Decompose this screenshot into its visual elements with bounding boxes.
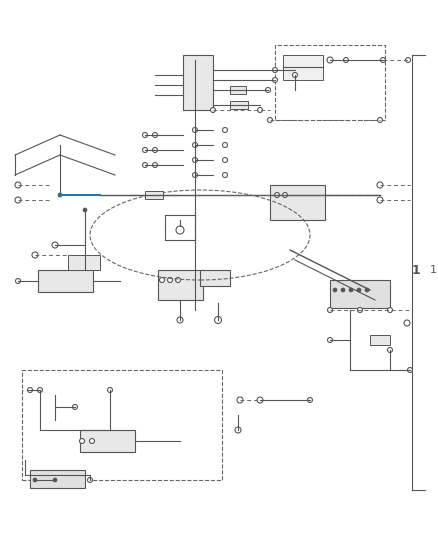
Text: 1: 1: [430, 265, 437, 275]
Circle shape: [192, 157, 198, 163]
Circle shape: [167, 278, 173, 282]
Circle shape: [192, 127, 198, 133]
Circle shape: [88, 478, 92, 482]
Circle shape: [328, 308, 332, 312]
Circle shape: [53, 478, 57, 482]
Bar: [330, 280, 390, 308]
Text: 1: 1: [412, 263, 420, 277]
Circle shape: [341, 288, 345, 292]
Circle shape: [32, 252, 38, 258]
Bar: [230, 86, 246, 94]
Bar: [270, 185, 325, 220]
Circle shape: [381, 58, 385, 62]
Circle shape: [152, 148, 158, 152]
Circle shape: [192, 142, 198, 148]
Circle shape: [407, 367, 413, 373]
Circle shape: [176, 278, 180, 282]
Bar: [200, 270, 230, 286]
Circle shape: [365, 288, 369, 292]
Circle shape: [378, 117, 382, 123]
Circle shape: [275, 192, 279, 198]
Circle shape: [343, 58, 349, 62]
Circle shape: [152, 163, 158, 167]
Circle shape: [272, 68, 278, 72]
Circle shape: [235, 427, 241, 433]
Bar: [68, 255, 100, 270]
Circle shape: [15, 182, 21, 188]
Circle shape: [265, 87, 271, 93]
Circle shape: [223, 157, 227, 163]
Circle shape: [333, 288, 337, 292]
Circle shape: [107, 387, 113, 392]
Bar: [283, 55, 323, 80]
Bar: [370, 335, 390, 345]
Circle shape: [404, 320, 410, 326]
Circle shape: [223, 127, 227, 133]
Bar: [38, 270, 93, 292]
Circle shape: [15, 279, 21, 284]
Circle shape: [237, 397, 243, 403]
Circle shape: [176, 226, 184, 234]
Circle shape: [89, 439, 95, 443]
Circle shape: [192, 173, 198, 177]
Bar: [158, 270, 203, 300]
Circle shape: [152, 133, 158, 138]
Circle shape: [357, 288, 361, 292]
Circle shape: [52, 242, 58, 248]
Circle shape: [377, 182, 383, 188]
Circle shape: [142, 133, 148, 138]
Circle shape: [283, 192, 287, 198]
Circle shape: [327, 57, 333, 63]
Circle shape: [406, 58, 410, 62]
Circle shape: [258, 108, 262, 112]
Circle shape: [223, 173, 227, 177]
Bar: [275, 45, 385, 120]
Circle shape: [142, 148, 148, 152]
Bar: [30, 470, 85, 488]
Circle shape: [293, 72, 297, 77]
Circle shape: [349, 288, 353, 292]
Circle shape: [388, 348, 392, 352]
Circle shape: [257, 397, 263, 403]
Circle shape: [80, 439, 85, 443]
Circle shape: [211, 108, 215, 112]
Circle shape: [73, 405, 78, 409]
Bar: [183, 55, 213, 110]
Circle shape: [215, 317, 222, 324]
Circle shape: [159, 278, 165, 282]
Circle shape: [268, 117, 272, 123]
Circle shape: [377, 197, 383, 203]
Bar: [230, 101, 248, 109]
Circle shape: [142, 163, 148, 167]
Circle shape: [177, 317, 183, 323]
Circle shape: [328, 337, 332, 343]
Circle shape: [83, 208, 87, 212]
Circle shape: [307, 398, 312, 402]
Circle shape: [28, 387, 32, 392]
Bar: [22, 370, 222, 480]
Circle shape: [223, 142, 227, 148]
Circle shape: [33, 478, 37, 482]
Circle shape: [357, 308, 363, 312]
Circle shape: [388, 308, 392, 312]
Circle shape: [58, 193, 62, 197]
Circle shape: [38, 387, 42, 392]
Bar: [80, 430, 135, 452]
Circle shape: [272, 77, 278, 83]
Bar: [145, 191, 163, 199]
Circle shape: [15, 197, 21, 203]
